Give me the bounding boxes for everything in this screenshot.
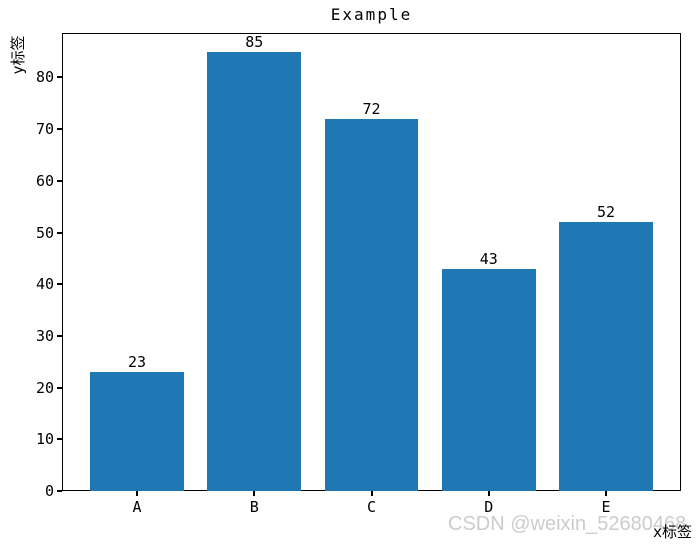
bar-value-label-A: 23 (127, 353, 147, 372)
y-tick-10 (57, 438, 62, 441)
x-tick-label-A: A (132, 498, 142, 516)
bar-A (90, 372, 184, 491)
y-tick-label-80: 80 (35, 68, 54, 87)
x-tick-label-C: C (366, 498, 377, 516)
y-tick-label-0: 0 (44, 482, 54, 500)
x-tick-C (370, 491, 373, 496)
watermark-text: CSDN @weixin_52680468 (448, 513, 687, 535)
y-tick-label-10: 10 (35, 430, 54, 449)
x-tick-A (136, 491, 139, 496)
y-tick-50 (57, 231, 62, 234)
x-axis-label: x标签 (652, 523, 692, 541)
bar-E (559, 222, 653, 491)
y-tick-40 (57, 283, 62, 286)
y-tick-20 (57, 386, 62, 389)
bar-value-label-B: 85 (245, 32, 264, 51)
chart-title: Example (330, 5, 413, 24)
y-tick-label-40: 40 (35, 275, 54, 294)
bar-value-label-D: 43 (479, 249, 498, 268)
y-tick-70 (57, 128, 62, 131)
x-tick-label-E: E (601, 498, 611, 516)
x-tick-E (604, 491, 607, 496)
x-tick-label-B: B (249, 498, 259, 516)
bar-B (207, 51, 302, 491)
y-tick-80 (57, 76, 62, 79)
y-tick-0 (57, 490, 62, 492)
bar-value-label-C: 72 (362, 99, 381, 118)
y-tick-30 (57, 334, 62, 337)
y-tick-label-50: 50 (35, 223, 54, 242)
bar-value-label-E: 52 (596, 203, 615, 222)
x-tick-B (253, 491, 256, 496)
x-tick-label-D: D (484, 498, 494, 516)
y-tick-label-60: 60 (35, 171, 54, 190)
y-tick-label-70: 70 (35, 120, 54, 139)
y-tick-label-20: 20 (35, 378, 54, 397)
bar-D (441, 268, 536, 491)
bar-C (324, 118, 419, 491)
y-tick-label-30: 30 (35, 326, 54, 345)
x-tick-D (487, 491, 490, 496)
y-tick-60 (57, 179, 62, 182)
